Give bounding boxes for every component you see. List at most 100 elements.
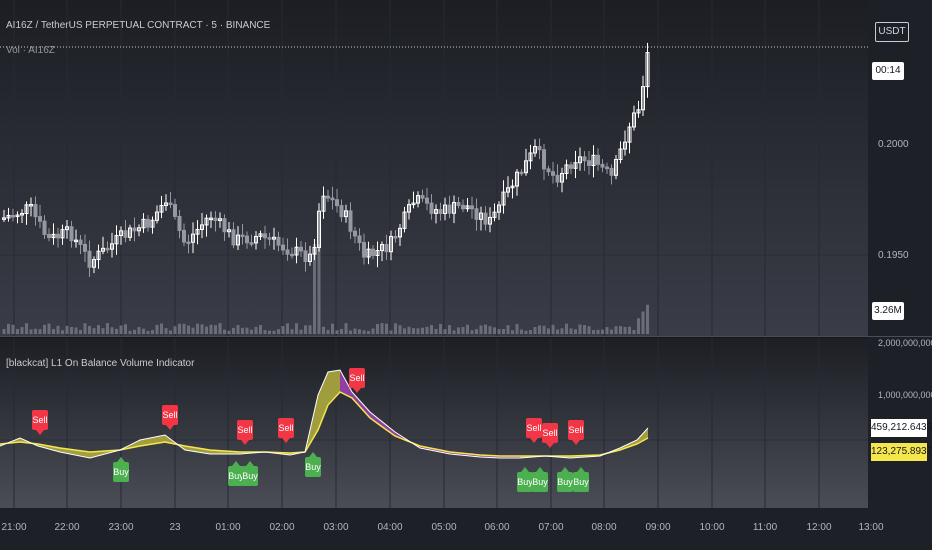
- symbol-title[interactable]: AI16Z / TetherUS PERPETUAL CONTRACT · 5 …: [6, 20, 271, 31]
- volume-bar: [88, 325, 91, 334]
- candle-body: [434, 209, 438, 214]
- time-label: 23: [169, 522, 181, 533]
- candle-body: [407, 204, 411, 213]
- volume-bar: [529, 330, 532, 334]
- candle-body: [155, 211, 159, 221]
- volume-bar: [547, 328, 550, 334]
- buy-signal: Buy: [532, 467, 548, 492]
- candle-body: [524, 160, 528, 174]
- volume-bar: [277, 329, 280, 334]
- candle-body: [416, 195, 420, 204]
- volume-bar: [272, 330, 276, 334]
- candle-body: [96, 250, 101, 261]
- time-label: 13:00: [858, 522, 884, 533]
- indicator-value-yellow: 123,275.8937: [871, 443, 932, 461]
- candle-body: [240, 234, 245, 238]
- volume-bar: [389, 330, 393, 334]
- volume-bar: [92, 328, 96, 334]
- candle-body: [164, 202, 168, 207]
- volume-bar: [317, 244, 321, 334]
- volume-bar: [542, 325, 546, 334]
- candle-body: [348, 210, 353, 232]
- volume-bar: [286, 323, 289, 334]
- candle-body: [632, 112, 636, 128]
- time-label: 03:00: [323, 522, 349, 533]
- volume-bar: [497, 329, 501, 334]
- volume-bar: [110, 327, 114, 334]
- indicator-pane[interactable]: [0, 338, 868, 508]
- volume-bar: [304, 325, 307, 334]
- candle-body: [141, 218, 146, 229]
- volume-bar: [7, 323, 10, 334]
- candle-body: [564, 164, 569, 174]
- volume-bar: [362, 330, 366, 334]
- candle-body: [537, 146, 542, 151]
- volume-bar: [236, 325, 240, 334]
- candle-body: [285, 249, 290, 255]
- volume-bars: [2, 244, 649, 334]
- volume-bar: [470, 330, 474, 334]
- sell-signal: Sell: [162, 405, 178, 430]
- buy-label: Buy: [242, 471, 258, 481]
- candle-body: [60, 229, 65, 239]
- candle-body: [218, 218, 222, 222]
- candle-body: [573, 162, 578, 169]
- volume-bar: [16, 329, 19, 334]
- sell-signal: Sell: [237, 420, 253, 445]
- volume-bar: [592, 330, 595, 334]
- candle-body: [384, 244, 389, 253]
- volume-bar: [299, 329, 303, 334]
- time-label: 05:00: [431, 522, 457, 533]
- candle-body: [303, 250, 308, 263]
- buy-signal: Buy: [557, 467, 573, 492]
- candle-body: [146, 218, 150, 228]
- volume-bar: [295, 323, 298, 334]
- volume-bar: [623, 326, 627, 334]
- candle-body: [24, 204, 29, 214]
- indicator-legend[interactable]: [blackcat] L1 On Balance Volume Indicato…: [6, 358, 195, 369]
- buy-label: Buy: [113, 467, 129, 477]
- candle-body: [299, 246, 303, 252]
- volume-bar: [38, 329, 42, 334]
- volume-bar: [646, 304, 649, 334]
- candle-body: [515, 171, 519, 187]
- candle-body: [29, 203, 33, 207]
- price-pane[interactable]: [0, 0, 868, 336]
- volume-bar: [254, 326, 258, 334]
- candle-body: [465, 205, 470, 210]
- volume-bar: [641, 311, 645, 334]
- candle-body: [47, 233, 51, 239]
- candle-body: [182, 229, 186, 243]
- candlesticks: [2, 42, 650, 277]
- candle-body: [600, 163, 605, 168]
- volume-bar: [232, 327, 235, 334]
- volume-bar: [142, 328, 145, 334]
- volume-bar: [439, 324, 442, 334]
- candle-body: [389, 235, 393, 253]
- candle-body: [344, 210, 348, 218]
- time-axis-panel[interactable]: [0, 508, 932, 550]
- candle-body: [6, 214, 11, 219]
- volume-bar: [637, 318, 640, 334]
- volume-bar: [601, 329, 604, 334]
- volume-bar: [371, 328, 375, 334]
- volume-legend[interactable]: Vol · AI16Z: [6, 45, 55, 56]
- volume-bar: [133, 329, 136, 334]
- time-label: 12:00: [806, 522, 832, 533]
- volume-bar: [61, 330, 64, 334]
- candle-body: [200, 224, 204, 230]
- volume-bar: [416, 328, 420, 334]
- volume-bar: [205, 326, 208, 334]
- candle-body: [321, 195, 326, 212]
- volume-bar: [353, 328, 357, 334]
- buy-signal: Buy: [305, 452, 321, 477]
- candle-body: [560, 172, 564, 183]
- currency-button[interactable]: USDT: [875, 22, 909, 42]
- volume-bar: [524, 330, 528, 334]
- sell-label: Sell: [162, 410, 177, 420]
- candle-body: [78, 239, 83, 245]
- indicator-value-white: 459,212.6433: [871, 419, 932, 437]
- candle-body: [254, 235, 258, 244]
